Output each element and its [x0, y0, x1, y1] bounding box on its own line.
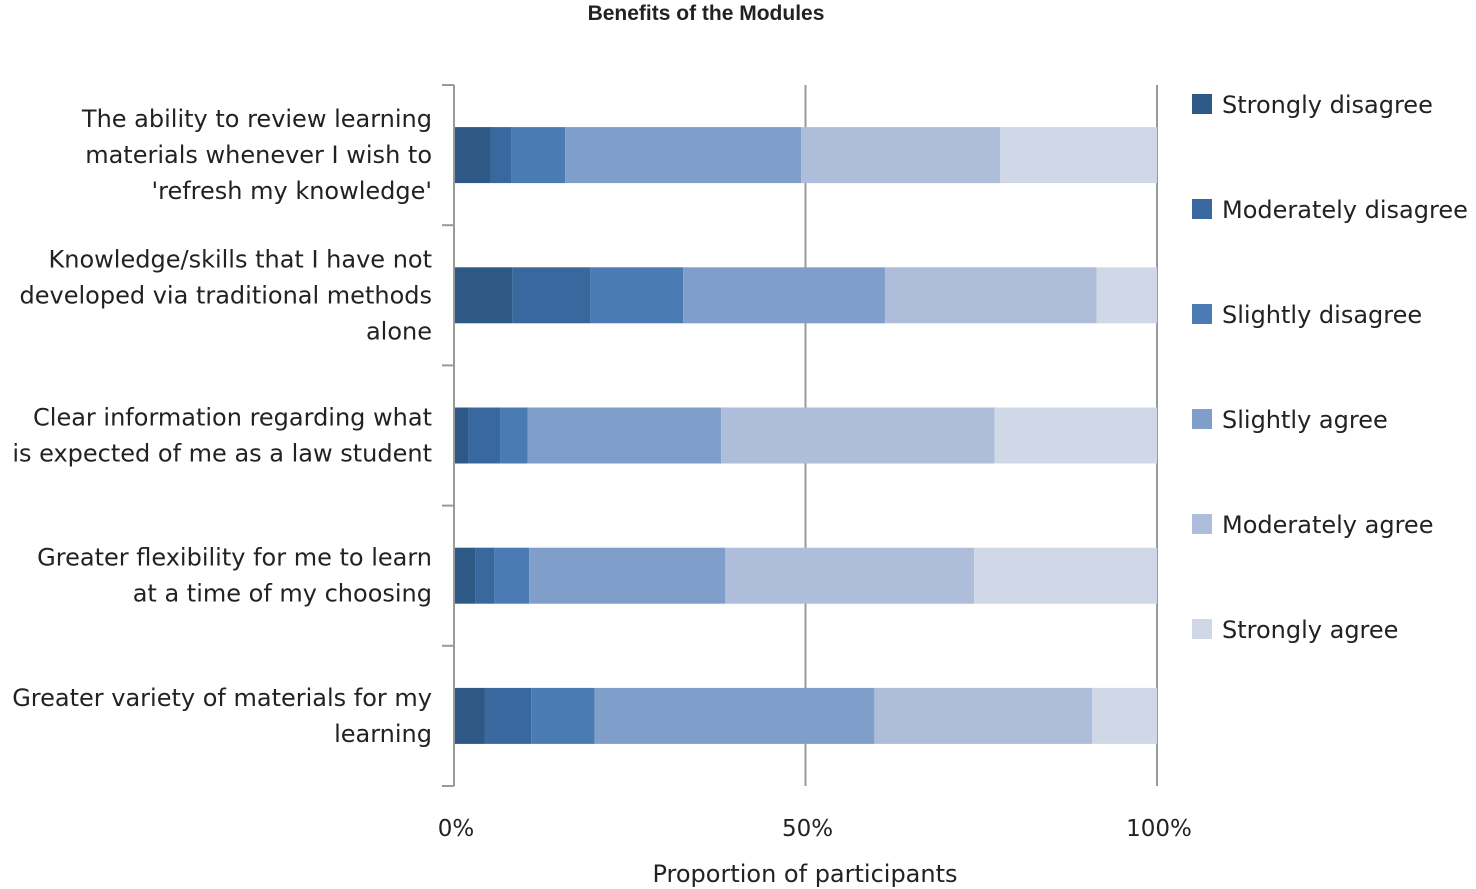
category-label: Knowledge/skills that I have not develope… [20, 245, 432, 345]
legend-swatch [1192, 514, 1212, 534]
bar-segment [454, 547, 476, 604]
legend: Strongly disagree Moderately disagree Slig… [1192, 91, 1468, 644]
legend-item: Slightly disagree [1192, 301, 1422, 329]
category-label: The ability to review learning materials … [81, 105, 432, 205]
bar-segment [490, 127, 512, 184]
x-tick-label: 100% [1126, 816, 1192, 842]
bar-segment [994, 407, 1157, 464]
category-label-line: materials whenever I wish to [85, 141, 432, 169]
legend-label: Strongly agree [1222, 616, 1398, 644]
category-labels: The ability to review learning materials … [12, 105, 432, 748]
category-label-line: Knowledge/skills that I have not [49, 245, 432, 273]
bar-segment [454, 127, 491, 184]
category-label-line: Greater variety of materials for my [12, 684, 432, 712]
category-label-line: 'refresh my knowledge' [152, 177, 433, 205]
axes [442, 84, 455, 787]
category-label: Clear information regarding what is expec… [12, 404, 432, 468]
bar-segment [801, 127, 1001, 184]
legend-item: Moderately disagree [1192, 196, 1468, 224]
bar-segment [565, 127, 802, 184]
bar-segment [531, 687, 595, 744]
chart-title: Benefits of the Modules [588, 2, 825, 25]
bar-segment [683, 267, 885, 324]
legend-swatch [1192, 199, 1212, 219]
legend-label: Slightly agree [1222, 406, 1388, 434]
bar-segment [454, 687, 485, 744]
bar-segment [454, 407, 469, 464]
bars [454, 127, 1157, 744]
legend-swatch [1192, 94, 1212, 114]
bar-segment [511, 127, 566, 184]
bar-segment [725, 547, 975, 604]
legend-item: Strongly agree [1192, 616, 1398, 644]
legend-swatch [1192, 619, 1212, 639]
category-label-line: learning [334, 720, 432, 748]
category-label-line: Greater flexibility for me to learn [37, 544, 432, 572]
bar-segment [475, 547, 495, 604]
category-label: Greater variety of materials for my learn… [12, 684, 432, 748]
category-label-line: alone [366, 317, 432, 345]
category-label-line: is expected of me as a law student [12, 440, 432, 468]
legend-item: Moderately agree [1192, 511, 1433, 539]
category-label-line: at a time of my choosing [133, 580, 432, 608]
x-tick-labels: 0% 50% 100% [438, 816, 1192, 842]
bar-segment [884, 267, 1097, 324]
category-label-line: Clear information regarding what [33, 404, 432, 432]
bar-segment [1000, 127, 1157, 184]
category-label-line: developed via traditional methods [20, 281, 432, 309]
legend-label: Moderately disagree [1222, 196, 1468, 224]
bar-segment [500, 407, 528, 464]
bar-segment [454, 267, 513, 324]
legend-swatch [1192, 409, 1212, 429]
legend-swatch [1192, 304, 1212, 324]
bar-segment [494, 547, 530, 604]
bar-segment [974, 547, 1157, 604]
bar-segment [484, 687, 532, 744]
bar-segment [468, 407, 501, 464]
bar-segment [512, 267, 591, 324]
legend-item: Slightly agree [1192, 406, 1388, 434]
category-label: Greater flexibility for me to learn at a … [37, 544, 432, 608]
bar-segment [590, 267, 684, 324]
legend-label: Slightly disagree [1222, 301, 1422, 329]
bar-segment [1092, 687, 1157, 744]
x-axis-title: Proportion of participants [652, 860, 957, 888]
bar-segment [874, 687, 1093, 744]
bar-segment [527, 407, 722, 464]
legend-label: Strongly disagree [1222, 91, 1433, 119]
legend-item: Strongly disagree [1192, 91, 1433, 119]
bar-segment [721, 407, 995, 464]
bar-segment [594, 687, 875, 744]
bar-segment [1096, 267, 1157, 324]
bar-segment [529, 547, 726, 604]
category-label-line: The ability to review learning [81, 105, 432, 133]
x-tick-label: 0% [438, 816, 475, 842]
legend-label: Moderately agree [1222, 511, 1433, 539]
x-tick-label: 50% [782, 816, 833, 842]
